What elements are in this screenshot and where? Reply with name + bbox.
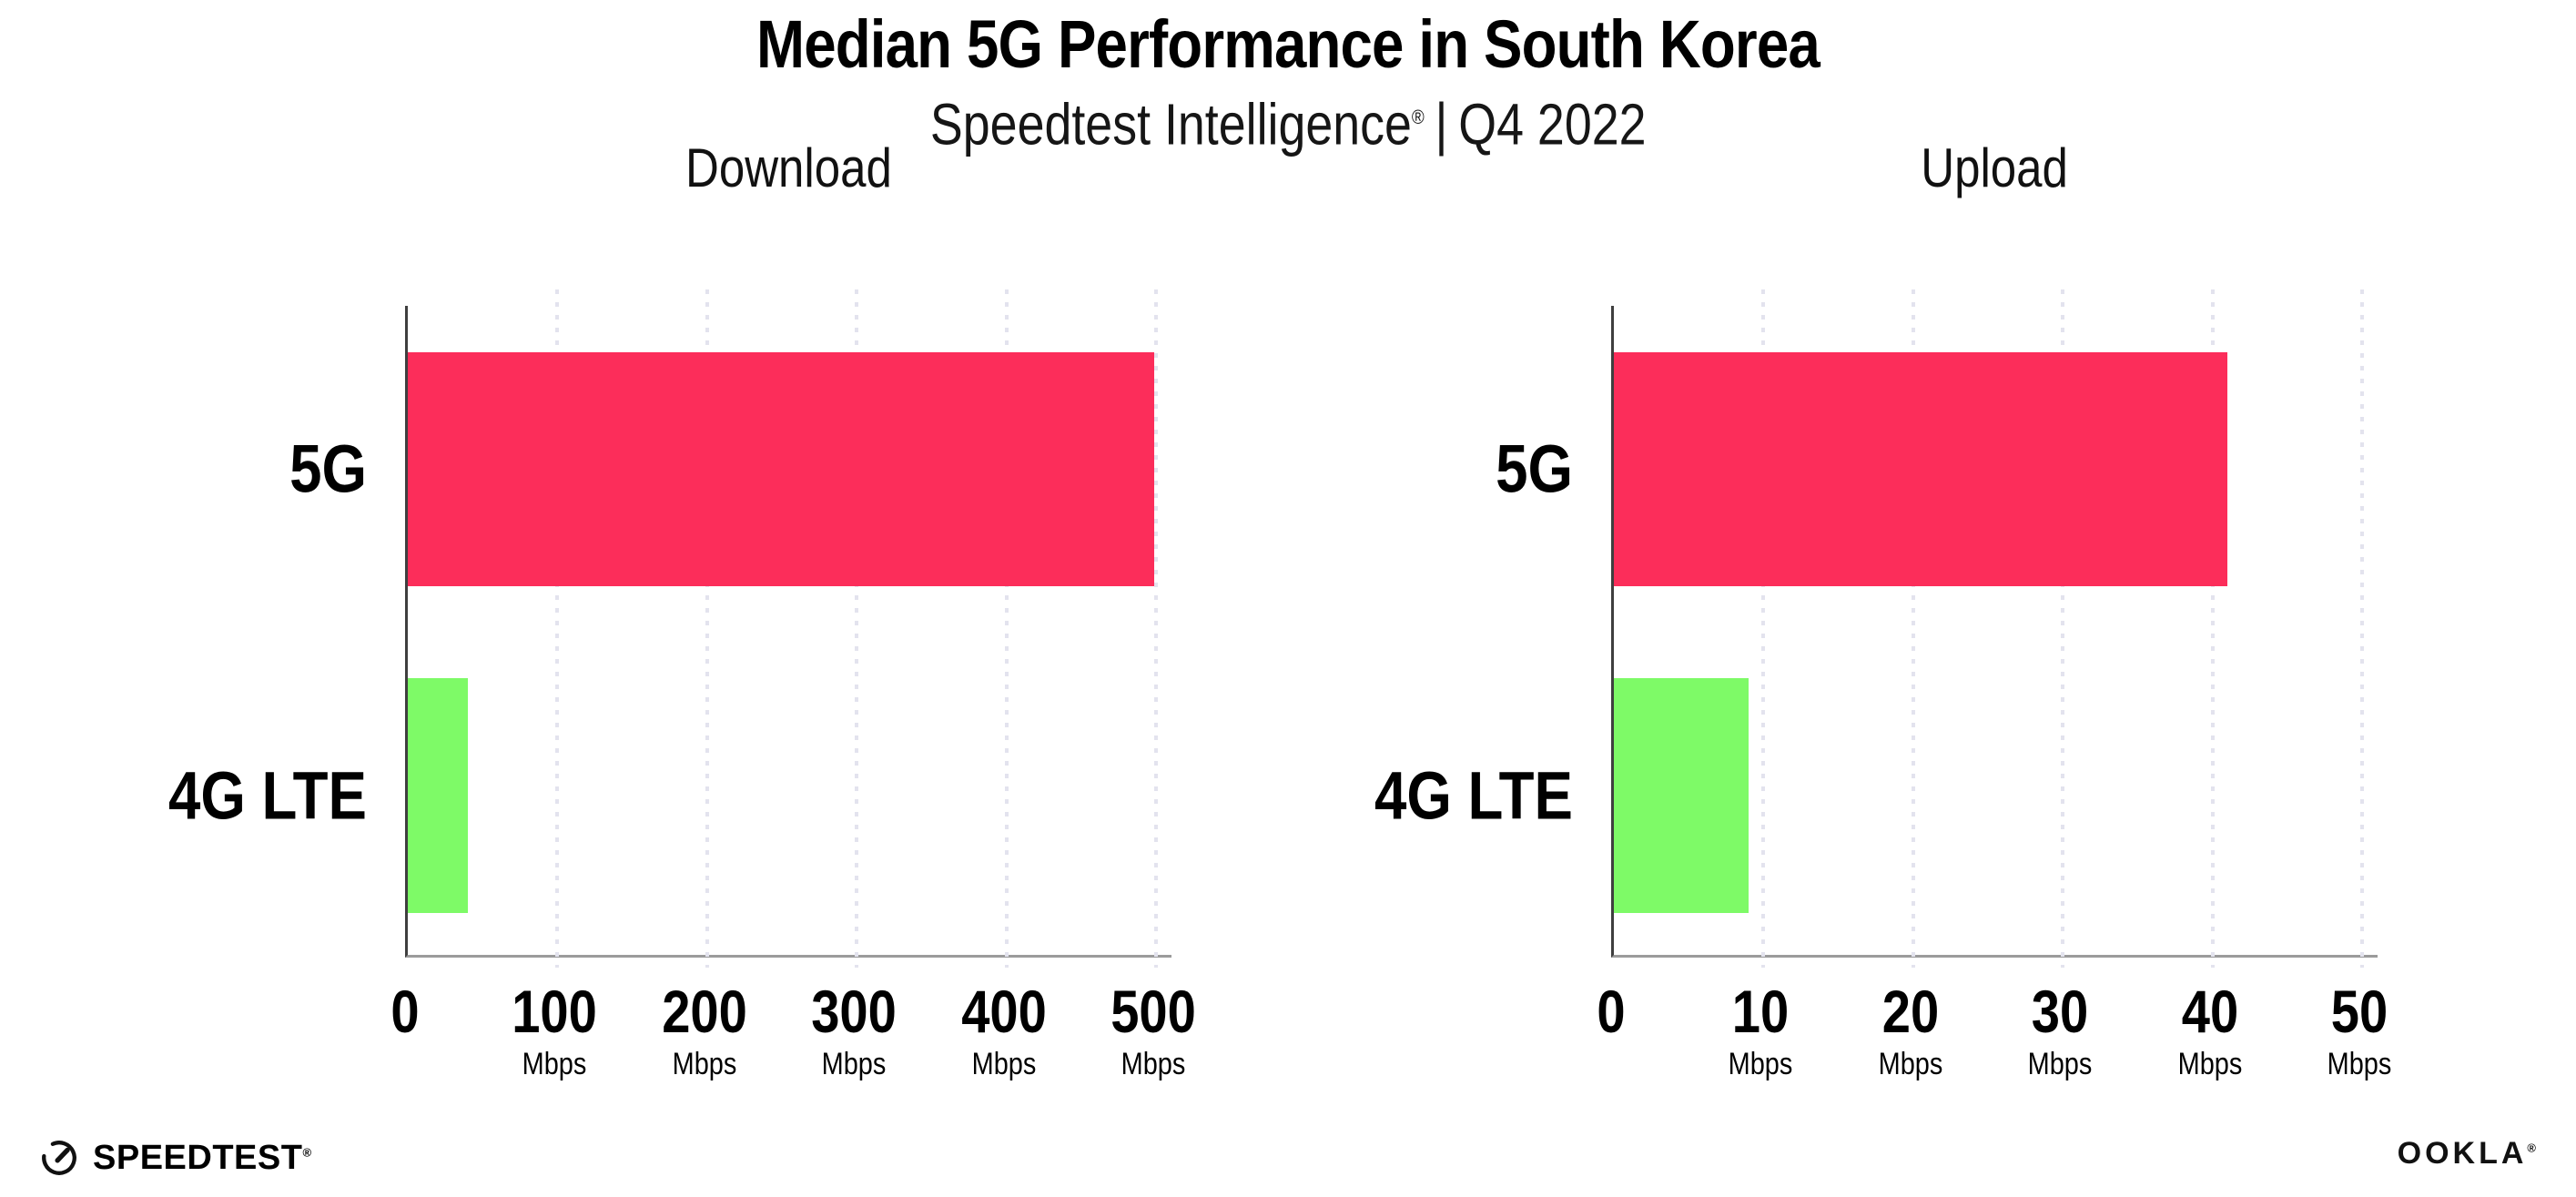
x-tick-value: 200 (661, 978, 747, 1045)
speedtest-wordmark: SPEEDTEST® (93, 1138, 312, 1177)
download-chart-title: Download (685, 137, 892, 198)
registered-mark: ® (1411, 106, 1425, 128)
gridline-30 (2061, 289, 2065, 968)
x-tick-value: 50 (2330, 978, 2388, 1045)
x-tick-value: 40 (2181, 978, 2238, 1045)
x-tick-value: 30 (2031, 978, 2089, 1045)
upload-plot-area (1611, 289, 2378, 968)
x-tick-value: 300 (811, 978, 897, 1045)
x-tick-0: 0 (1597, 979, 1625, 1044)
gridline-50 (2360, 289, 2364, 968)
x-tick-unit: Mbps (522, 1047, 587, 1081)
x-tick-unit: Mbps (2177, 1047, 2242, 1081)
x-tick-200: 200 Mbps (662, 979, 747, 1082)
x-tick-value: 0 (1597, 978, 1626, 1045)
download-x-axis-ticks: 0 100 Mbps 200 Mbps 300 Mbps 400 Mbps 500 Mbps (390, 979, 1195, 1097)
x-tick-100: 100 Mbps (512, 979, 598, 1082)
gridline-300 (855, 289, 859, 968)
4g-lte-download-bar (408, 678, 468, 913)
category-label-5g: 5G (289, 431, 367, 507)
x-tick-50: 50 Mbps (2328, 979, 2392, 1082)
ookla-logo: OOKLA® (2398, 1136, 2540, 1172)
gridline-10 (1761, 289, 1766, 968)
page-title-text: Median 5G Performance in South Korea (756, 6, 1820, 82)
5g-download-bar (408, 352, 1155, 586)
category-label-5g: 5G (1496, 431, 1573, 507)
4g-lte-upload-bar (1614, 678, 1749, 913)
gridline-200 (705, 289, 709, 968)
upload-chart-title: Upload (1921, 137, 2068, 198)
x-tick-unit: Mbps (1121, 1047, 1186, 1081)
subtitle-brand: Speedtest Intelligence (929, 91, 1412, 157)
x-tick-unit: Mbps (2327, 1047, 2392, 1081)
subtitle-period: Q4 2022 (1458, 91, 1647, 157)
x-tick-40: 40 Mbps (2177, 979, 2242, 1082)
x-tick-value: 400 (960, 978, 1047, 1045)
speedtest-logo: SPEEDTEST® (38, 1137, 312, 1179)
x-tick-unit: Mbps (672, 1047, 737, 1081)
gridline-400 (1004, 289, 1009, 968)
x-tick-value: 0 (390, 978, 420, 1045)
category-label-4g-lte: 4G LTE (167, 757, 367, 834)
page-title: Median 5G Performance in South Korea (0, 5, 2576, 84)
gridline-20 (1911, 289, 1915, 968)
x-tick-value: 10 (1732, 978, 1790, 1045)
speedtest-gauge-icon (42, 1141, 76, 1175)
x-tick-30: 30 Mbps (2028, 979, 2093, 1082)
x-tick-unit: Mbps (2027, 1047, 2093, 1081)
subtitle-separator: | (1435, 91, 1448, 157)
x-tick-10: 10 Mbps (1729, 979, 1793, 1082)
x-tick-value: 500 (1111, 978, 1196, 1045)
x-tick-unit: Mbps (1729, 1047, 1793, 1081)
x-tick-300: 300 Mbps (811, 979, 897, 1082)
x-tick-0: 0 (390, 979, 419, 1044)
ookla-registered-mark: ® (2527, 1141, 2540, 1155)
x-tick-500: 500 Mbps (1111, 979, 1196, 1082)
x-tick-unit: Mbps (971, 1047, 1036, 1081)
upload-x-axis-ticks: 0 10 Mbps 20 Mbps 30 Mbps 40 Mbps 50 Mbps (1597, 979, 2391, 1097)
ookla-wordmark: OOKLA® (2397, 1136, 2540, 1171)
x-tick-unit: Mbps (821, 1047, 887, 1081)
download-chart: Download 0 100 Mbps 200 Mbps 300 Mbps 400 Mbps 50… (105, 137, 1215, 1081)
x-tick-400: 400 Mbps (961, 979, 1047, 1082)
x-tick-value: 20 (1881, 978, 1940, 1045)
x-tick-value: 100 (512, 978, 598, 1045)
5g-upload-bar (1614, 352, 2228, 586)
upload-chart: Upload 0 10 Mbps 20 Mbps 30 Mbps 40 Mbps 50 Mbps 5… (1311, 137, 2421, 1081)
x-tick-unit: Mbps (1878, 1047, 1943, 1081)
gridline-100 (555, 289, 560, 968)
x-tick-20: 20 Mbps (1878, 979, 1942, 1082)
speedtest-registered-mark: ® (302, 1144, 312, 1159)
page-subtitle: Speedtest Intelligence® | Q4 2022 (0, 84, 2576, 157)
category-label-4g-lte: 4G LTE (1374, 757, 1573, 834)
download-plot-area (405, 289, 1171, 968)
gridline-40 (2210, 289, 2215, 968)
figure-header: Median 5G Performance in South Korea Spe… (0, 5, 2576, 157)
gridline-500 (1154, 289, 1158, 968)
